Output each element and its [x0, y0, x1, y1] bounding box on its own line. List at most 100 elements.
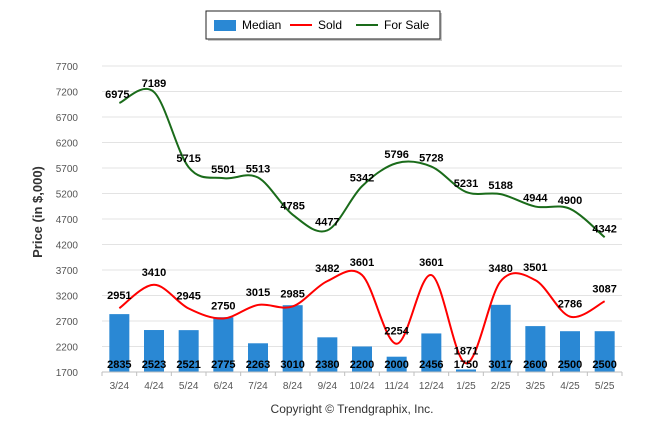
data-labels: 6975 7189 5715 5501 5513 4785 4477 5342 5796 5728…	[105, 78, 617, 371]
sold-data-label: 3015	[246, 287, 270, 299]
median-data-label: 3010	[280, 359, 304, 371]
median-bar	[421, 333, 442, 372]
x-tick-label: 6/24	[214, 381, 234, 392]
y-tick-label: 4200	[56, 241, 79, 252]
sold-data-label: 2951	[107, 290, 131, 302]
y-tick-label: 3700	[56, 266, 79, 277]
x-tick-label: 5/25	[595, 381, 615, 392]
sold-data-label: 2750	[211, 300, 235, 312]
for-sale-data-label: 7189	[142, 78, 166, 90]
for-sale-data-label: 5342	[350, 172, 374, 184]
median-data-label: 2456	[419, 359, 443, 371]
for-sale-data-label: 5715	[176, 153, 200, 165]
x-tick-label: 3/25	[526, 381, 546, 392]
sold-data-label: 1871	[454, 345, 478, 357]
gridlines	[102, 65, 622, 373]
for-sale-data-label: 5188	[488, 180, 512, 192]
median-data-label: 2521	[176, 359, 200, 371]
median-data-label: 2775	[211, 359, 235, 371]
sold-data-label: 3087	[592, 283, 616, 295]
for-sale-data-label: 4477	[315, 216, 339, 228]
for-sale-data-label: 4944	[523, 193, 548, 205]
axes: 1700 2200 2700 3200 3700 4200 4700 5200 5700 6200…	[56, 62, 623, 392]
median-bar	[456, 369, 476, 372]
for-sale-data-label: 4900	[558, 195, 582, 207]
y-tick-label: 4700	[56, 215, 79, 226]
sold-data-label: 3410	[142, 267, 166, 279]
y-tick-label: 6200	[56, 139, 79, 150]
median-data-label: 2600	[523, 359, 547, 371]
legend-median-swatch	[214, 20, 236, 31]
y-tick-label: 7700	[56, 62, 79, 73]
median-bar	[248, 343, 268, 372]
median-data-label: 2263	[246, 359, 270, 371]
sold-data-label: 3482	[315, 263, 339, 275]
legend: Median Sold For Sale	[205, 10, 442, 41]
median-bar	[386, 356, 407, 372]
for-sale-data-label: 5501	[211, 164, 235, 176]
x-tick-label: 5/24	[179, 381, 199, 392]
y-tick-label: 2700	[56, 317, 79, 328]
median-data-label: 2000	[384, 359, 408, 371]
legend-for-sale-label: For Sale	[384, 18, 430, 32]
median-bar	[560, 331, 580, 372]
median-data-label: 2500	[592, 359, 616, 371]
sold-data-label: 3601	[419, 257, 443, 269]
median-bar	[178, 330, 199, 372]
for-sale-data-label: 5513	[246, 164, 270, 176]
sold-line	[118, 269, 606, 365]
median-data-label: 2380	[315, 359, 339, 371]
for-sale-line	[118, 87, 606, 239]
y-tick-label: 5700	[56, 164, 79, 175]
x-tick-label: 4/25	[560, 381, 580, 392]
legend-box	[205, 10, 441, 40]
median-data-label: 2835	[107, 359, 131, 371]
median-bar	[213, 317, 234, 372]
sold-data-label: 2985	[280, 288, 304, 300]
legend-median-label: Median	[242, 18, 281, 32]
trend-lines	[118, 87, 606, 365]
median-bar	[282, 305, 303, 372]
median-bar	[109, 314, 130, 372]
x-tick-label: 4/24	[144, 381, 164, 392]
median-bar	[594, 331, 615, 372]
median-bar	[352, 346, 372, 372]
for-sale-data-label: 6975	[105, 89, 129, 101]
x-tick-label: 8/24	[283, 381, 303, 392]
for-sale-data-label: 5796	[384, 149, 408, 161]
x-tick-label: 7/24	[248, 381, 268, 392]
copyright-text: Copyright © Trendgraphix, Inc.	[271, 402, 434, 416]
median-bar	[525, 326, 546, 372]
y-tick-label: 5200	[56, 190, 79, 201]
median-bar	[317, 337, 338, 372]
median-data-label: 3017	[488, 359, 512, 371]
for-sale-data-label: 4342	[592, 223, 616, 235]
median-bar	[144, 330, 164, 372]
x-tick-label: 10/24	[349, 381, 374, 392]
sold-data-label: 2786	[558, 299, 582, 311]
x-tick-label: 12/24	[419, 381, 444, 392]
x-tick-label: 2/25	[491, 381, 511, 392]
median-data-label: 2500	[558, 359, 582, 371]
x-tick-label: 3/24	[110, 381, 130, 392]
x-tick-label: 1/25	[456, 381, 476, 392]
median-data-label: 1750	[454, 359, 478, 371]
y-tick-label: 2200	[56, 343, 79, 354]
median-data-label: 2523	[142, 359, 166, 371]
legend-sold-label: Sold	[318, 18, 342, 32]
y-tick-label: 1700	[56, 368, 79, 379]
median-bars	[109, 304, 615, 372]
sold-data-label: 3480	[488, 263, 512, 275]
y-tick-label: 3200	[56, 292, 79, 303]
sold-data-label: 2254	[384, 326, 409, 338]
median-bar	[490, 304, 511, 372]
y-tick-label: 7200	[56, 88, 79, 99]
x-tick-label: 9/24	[318, 381, 338, 392]
x-tick-label: 11/24	[385, 381, 410, 392]
median-data-label: 2200	[350, 359, 374, 371]
for-sale-data-label: 5728	[419, 153, 443, 165]
sold-data-label: 2945	[176, 291, 200, 303]
sold-data-label: 3601	[350, 257, 374, 269]
sold-data-label: 3501	[523, 262, 547, 274]
